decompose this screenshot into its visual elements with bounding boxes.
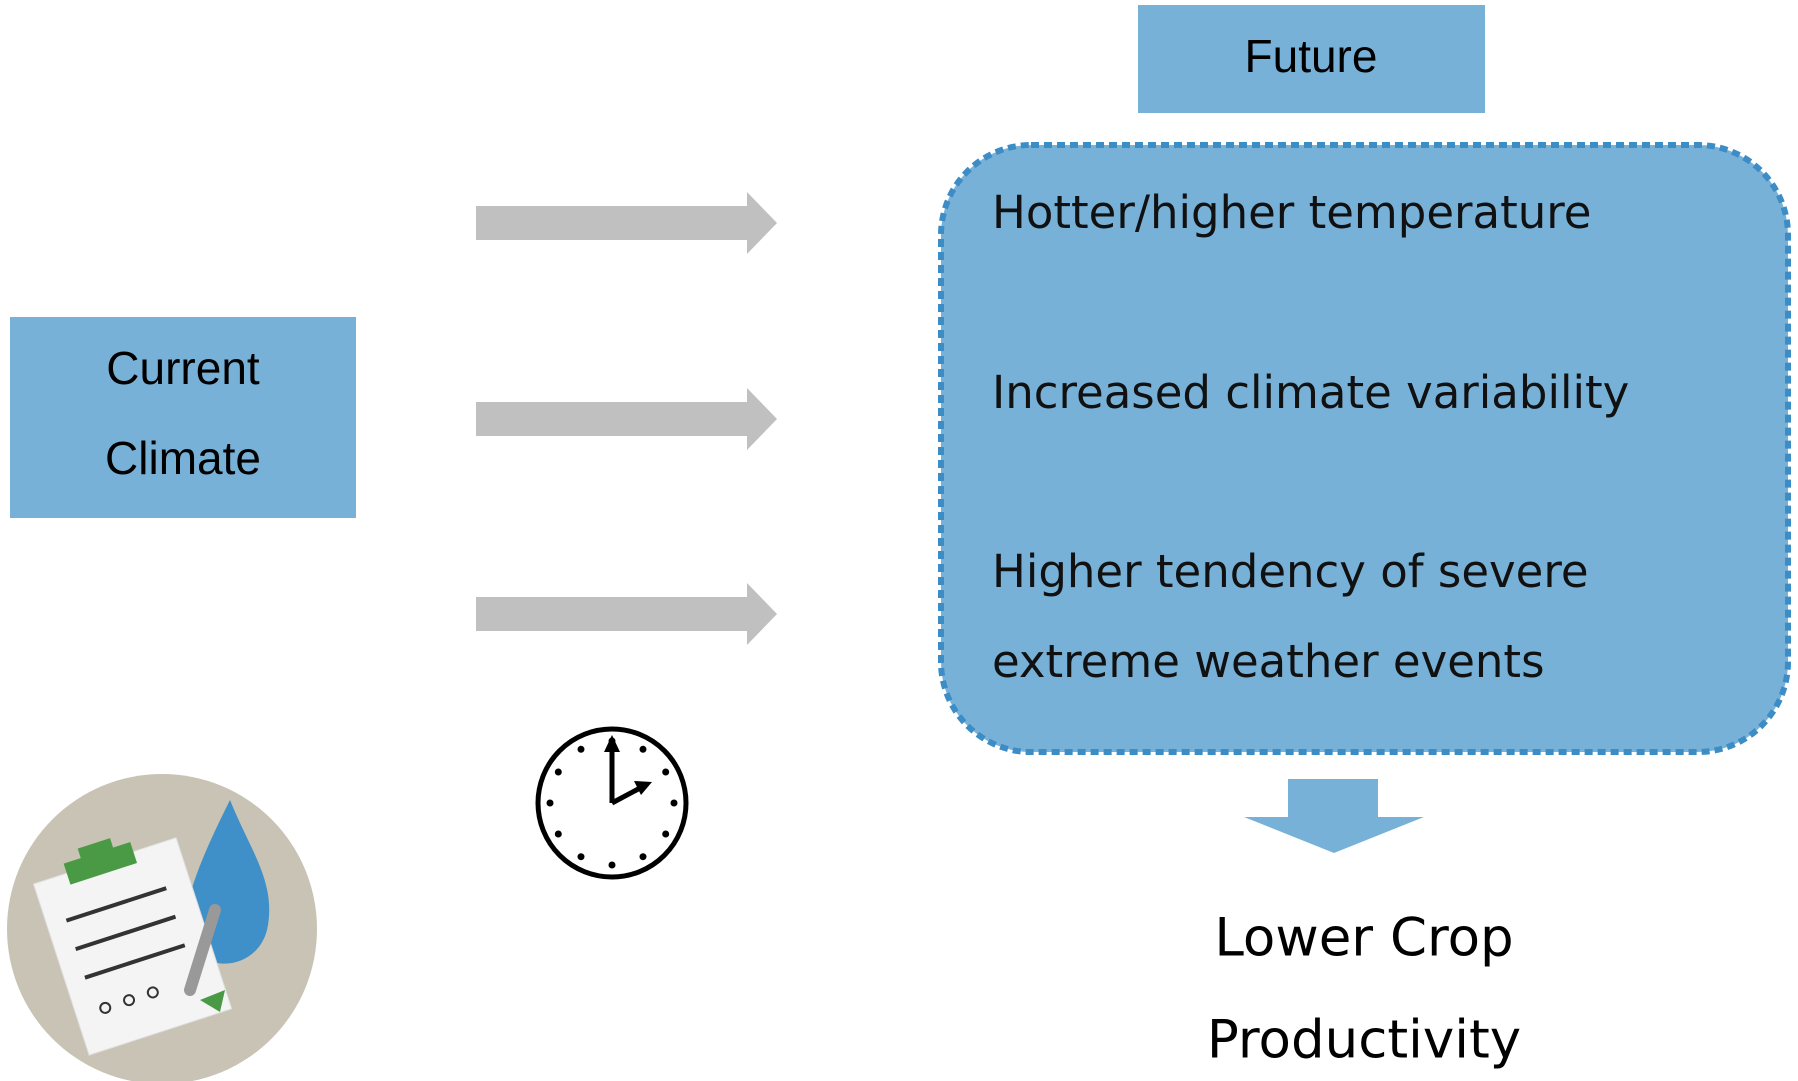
clock-dot (670, 799, 678, 807)
future-box (1138, 5, 1485, 113)
clock-dot (662, 830, 670, 838)
clock-dot (546, 799, 554, 807)
current-label: Current (106, 342, 260, 394)
clock-dot (639, 853, 647, 861)
clock-dot (662, 768, 670, 776)
arrows (476, 192, 777, 645)
arrow (476, 583, 777, 645)
clock-dot (639, 745, 647, 753)
current-box (10, 317, 356, 518)
arrow (476, 192, 777, 254)
effect-text: Hotter/higher temperature (992, 186, 1591, 239)
clock-icon (535, 726, 689, 880)
clock-dot (608, 861, 616, 869)
result-text: Lower Crop (1214, 908, 1513, 969)
clock-dot (554, 830, 562, 838)
effect-text: Higher tendency of severe (992, 545, 1589, 598)
arrow (476, 388, 777, 450)
clock-dot (577, 853, 585, 861)
clock-dot (577, 745, 585, 753)
effects-box (938, 142, 1791, 755)
current-label: Climate (105, 432, 261, 484)
effect-text: Increased climate variability (992, 366, 1629, 419)
clipboard-icon (7, 774, 317, 1081)
future-label: Future (1245, 30, 1378, 82)
clock-dot (608, 737, 616, 745)
result-text: Productivity (1207, 1010, 1521, 1071)
effect-text: extreme weather events (992, 635, 1545, 688)
down-arrow (1244, 779, 1424, 853)
clock-dot (554, 768, 562, 776)
